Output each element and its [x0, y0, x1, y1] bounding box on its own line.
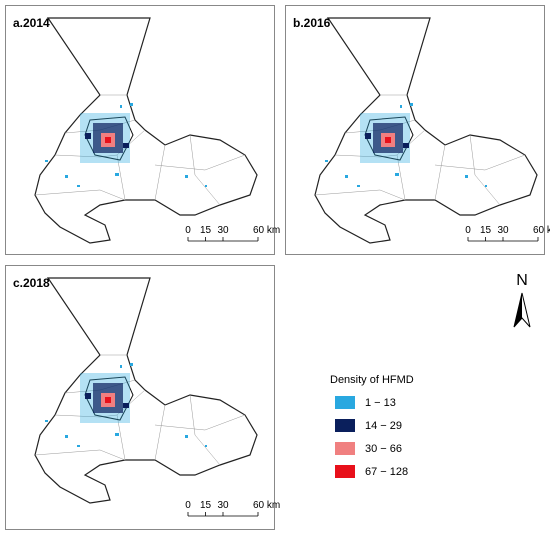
map-panel: a.2014 0 15 30 60 km: [5, 5, 280, 255]
legend-title: Density of HFMD: [330, 374, 414, 386]
region-map: [314, 17, 538, 244]
scale-label: 30: [217, 500, 229, 511]
panel-frame: [285, 5, 545, 255]
region-map: [34, 277, 258, 504]
region-map: [34, 17, 258, 244]
north-label: N: [516, 272, 528, 289]
density-cells: [45, 363, 207, 447]
scale-label: 15: [480, 225, 492, 236]
scale-label: 60 km: [253, 225, 280, 236]
legend: 1 − 13 14 − 29 30 − 66 67 − 128: [335, 396, 408, 478]
map-panel: b.2016 0 15 30 60 km: [285, 5, 550, 255]
scale-label: 30: [497, 225, 509, 236]
scale-label: 60 km: [253, 500, 280, 511]
scale-label: 0: [185, 225, 191, 236]
panel-label: a.2014: [13, 16, 50, 30]
legend-label: 30 − 66: [365, 443, 402, 455]
panel-label: b.2016: [293, 16, 331, 30]
panel-label: c.2018: [13, 276, 50, 290]
scale-label: 15: [200, 500, 212, 511]
panel-frame: [5, 265, 275, 530]
scale-label: 60 km: [533, 225, 550, 236]
map-panel: c.2018 0 15 30 60 km: [5, 265, 280, 530]
scale-label: 0: [465, 225, 471, 236]
north-arrow-fill: [514, 293, 522, 327]
legend-swatch: [335, 465, 355, 478]
density-cells: [325, 103, 487, 187]
legend-label: 67 − 128: [365, 466, 408, 478]
density-cells: [45, 103, 207, 187]
legend-label: 1 − 13: [365, 397, 396, 409]
scale-label: 15: [200, 225, 212, 236]
legend-label: 14 − 29: [365, 420, 402, 432]
legend-swatch: [335, 419, 355, 432]
legend-swatch: [335, 442, 355, 455]
legend-swatch: [335, 396, 355, 409]
panel-frame: [5, 5, 275, 255]
scale-label: 30: [217, 225, 229, 236]
scale-label: 0: [185, 500, 191, 511]
